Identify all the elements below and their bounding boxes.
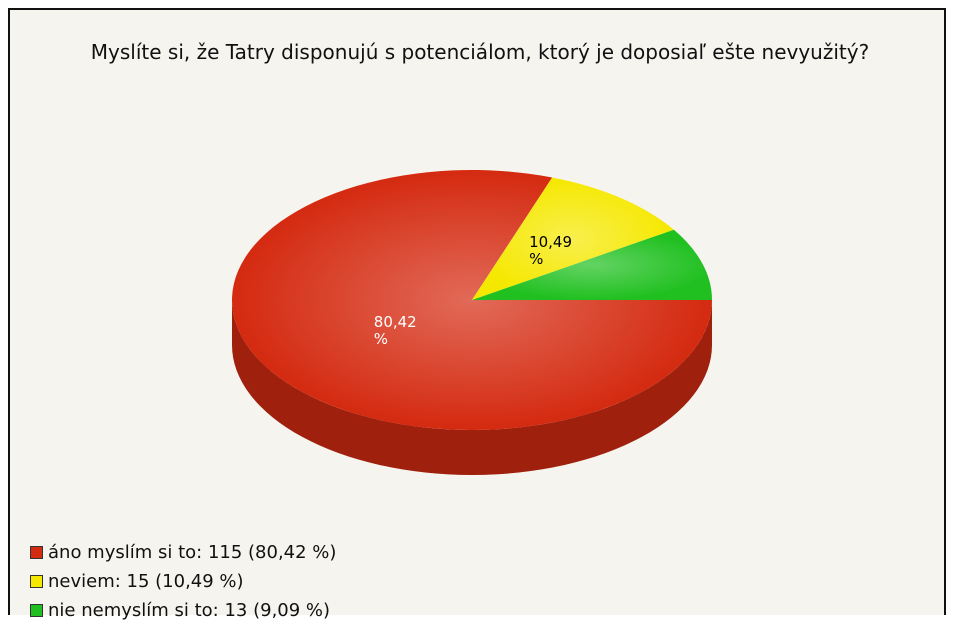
legend-item: neviem: 15 (10,49 %) [30,567,336,596]
pie-chart [232,169,712,475]
legend-label: áno myslím si to: 115 (80,42 %) [48,542,337,563]
legend-swatch [30,546,43,559]
legend-item: nie nemyslím si to: 13 (9,09 %) [30,596,336,625]
legend-swatch [30,604,43,617]
legend-swatch [30,575,43,588]
pie-slice [472,229,712,300]
legend: áno myslím si to: 115 (80,42 %) neviem: 1… [30,538,336,625]
slice-label: 10,49 % [529,233,573,269]
pie-slice [472,177,674,300]
legend-item: áno myslím si to: 115 (80,42 %) [30,538,336,567]
legend-label: neviem: 15 (10,49 %) [48,571,244,592]
pie-side [232,300,712,475]
legend-label: nie nemyslím si to: 13 (9,09 %) [48,600,331,621]
chart-frame: Myslíte si, že Tatry disponujú s potenci… [8,8,946,621]
chart-title: Myslíte si, že Tatry disponujú s potenci… [90,40,870,64]
slice-label: 80,42 % [373,312,417,348]
